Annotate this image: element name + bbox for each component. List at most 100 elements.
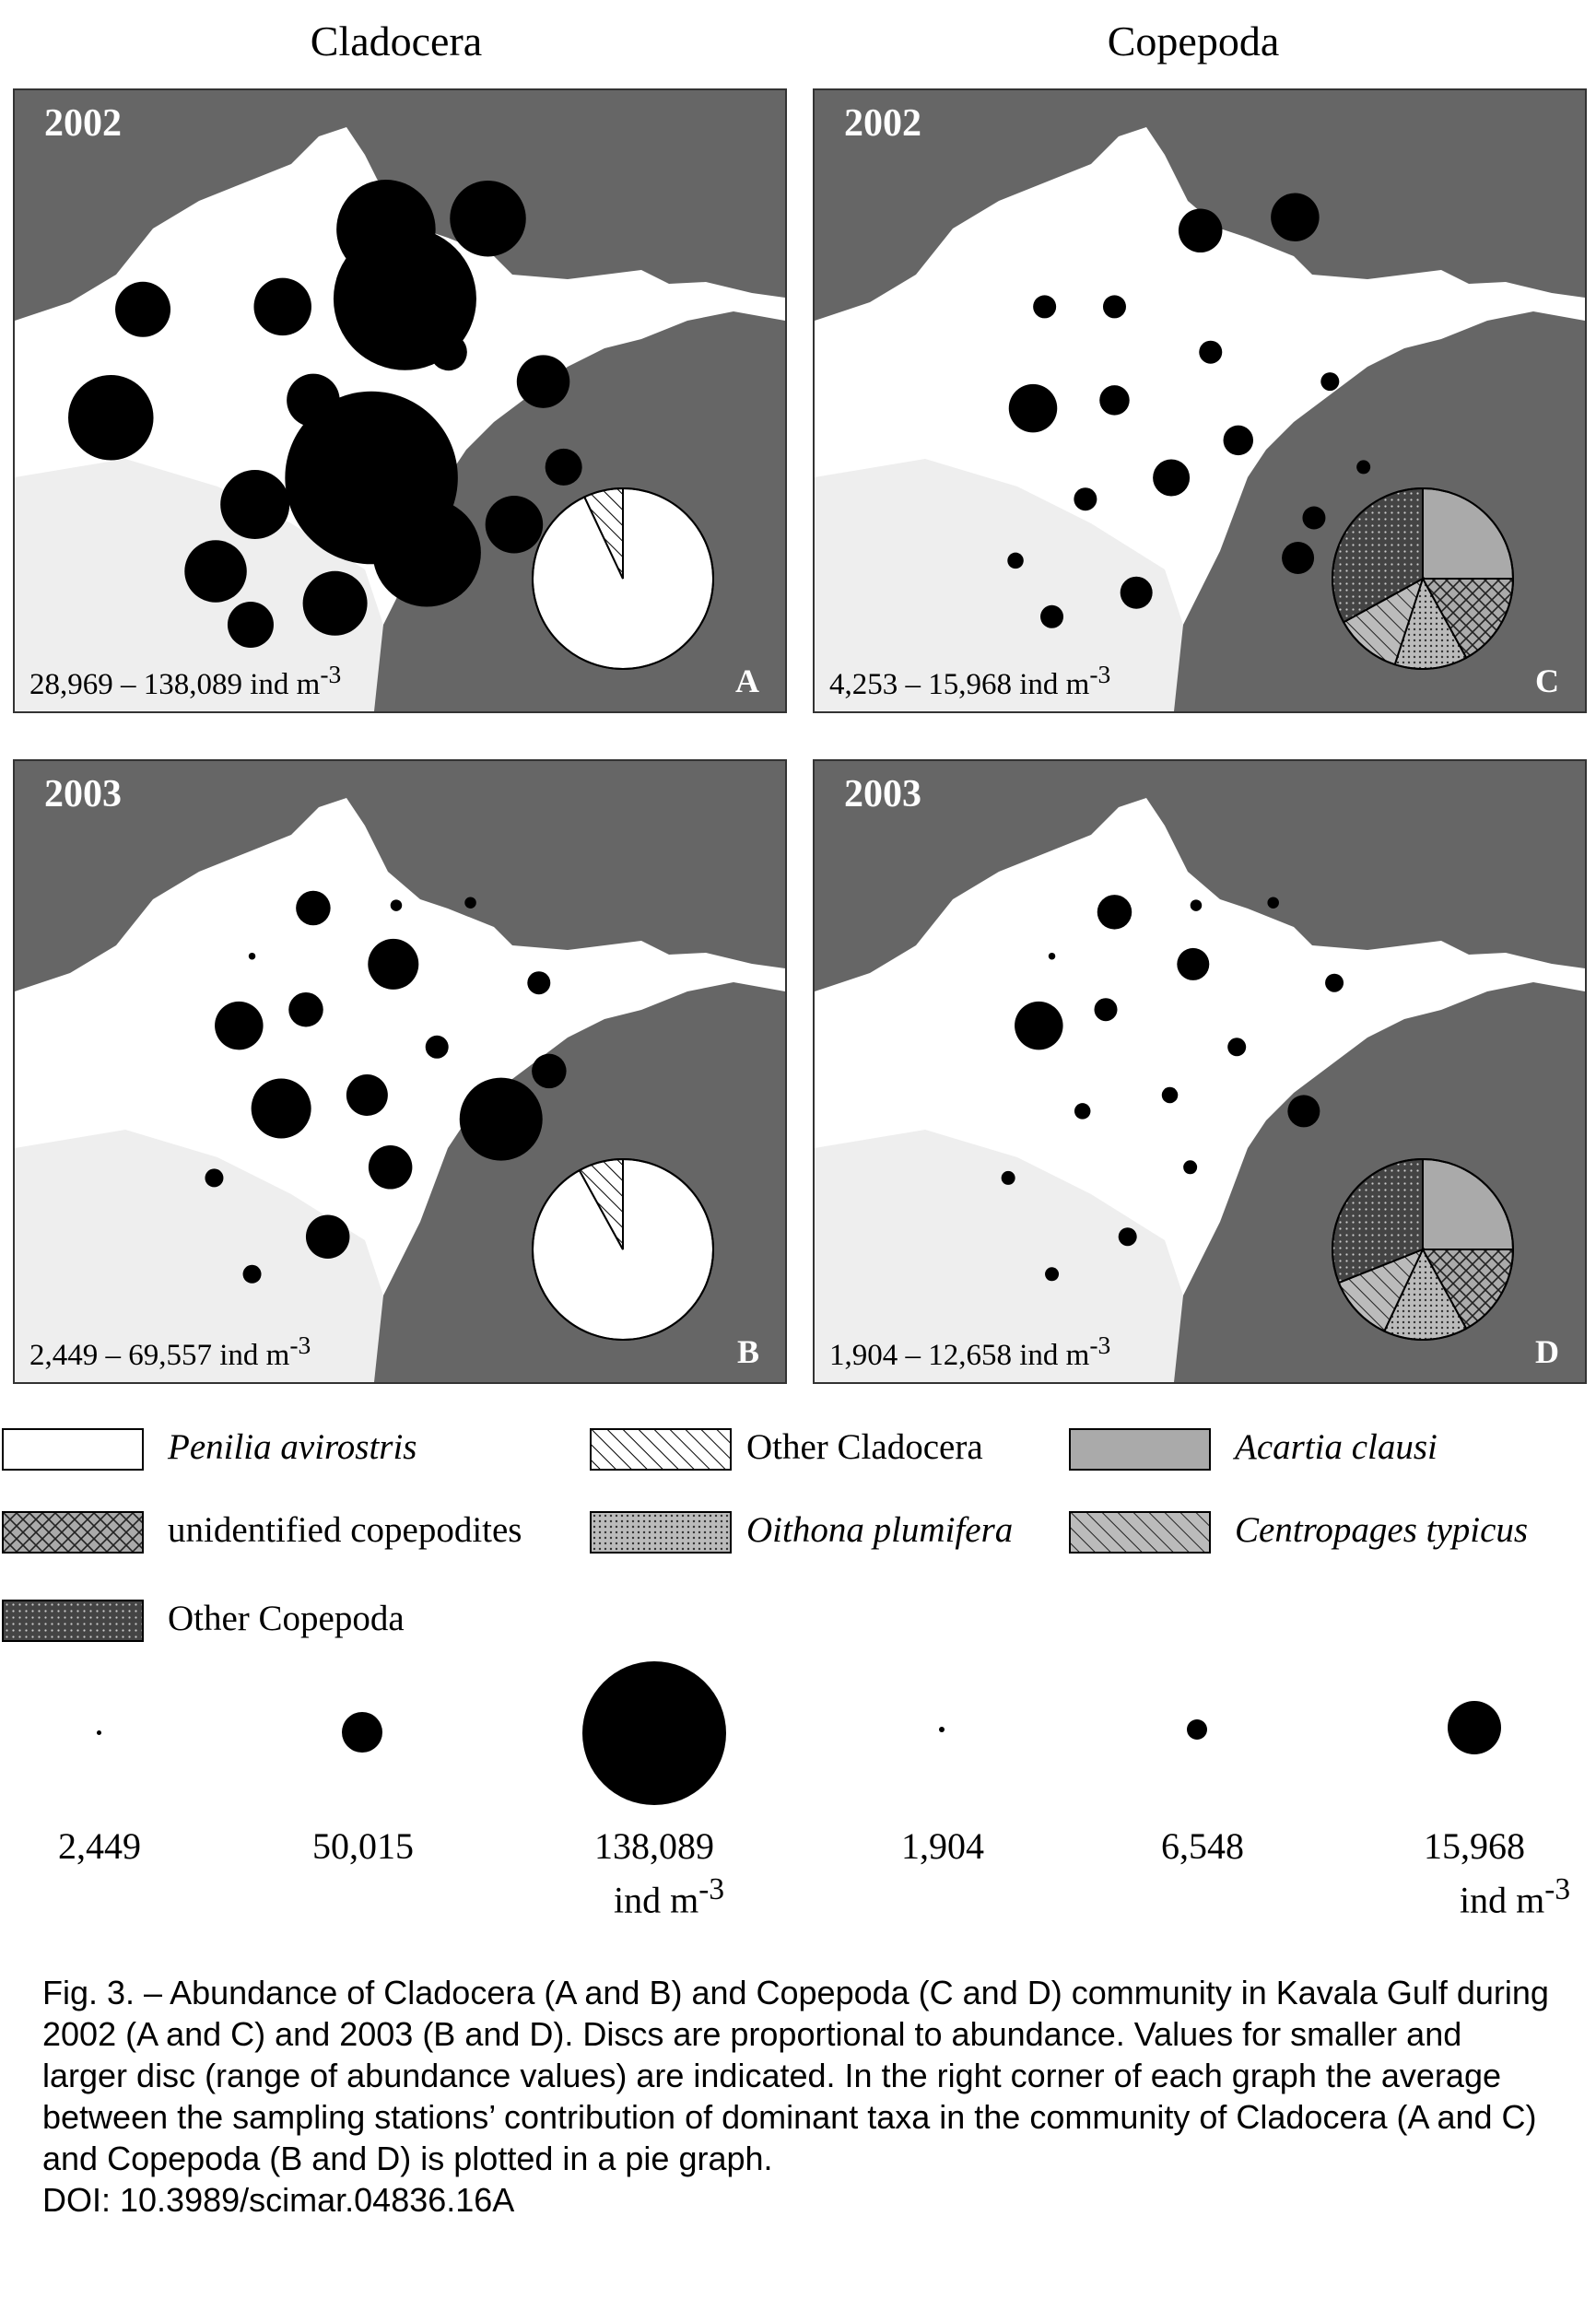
station-disc bbox=[1282, 542, 1315, 574]
station-disc bbox=[1118, 1227, 1137, 1247]
station-disc bbox=[205, 1168, 224, 1188]
legend-swatch-other-copepoda bbox=[2, 1600, 144, 1642]
station-disc bbox=[464, 897, 476, 909]
legend-swatch-penilia bbox=[2, 1428, 144, 1471]
station-disc bbox=[1102, 295, 1126, 319]
station-disc bbox=[248, 952, 256, 960]
station-disc bbox=[1161, 1086, 1179, 1104]
station-disc bbox=[516, 355, 570, 408]
station-disc bbox=[227, 602, 274, 648]
abundance-range: 28,969 – 138,089 ind m-3 bbox=[29, 660, 342, 701]
legend-swatch-unidentified bbox=[2, 1511, 144, 1554]
station-disc bbox=[1074, 1103, 1091, 1120]
map-panel-d: 2003 1,904 – 12,658 ind m-3 D bbox=[813, 759, 1587, 1384]
station-disc bbox=[1325, 973, 1344, 992]
station-disc bbox=[450, 180, 526, 257]
station-disc bbox=[1199, 340, 1223, 364]
scale-label-copepoda-medium: 6,548 bbox=[1161, 1825, 1244, 1867]
legend-label-centropages: Centropages typicus bbox=[1235, 1510, 1529, 1550]
legend-swatch-other-cladocera bbox=[590, 1428, 732, 1471]
abundance-range: 4,253 – 15,968 ind m-3 bbox=[829, 660, 1111, 701]
station-disc bbox=[1033, 295, 1057, 319]
gulf-map-a bbox=[15, 90, 785, 711]
scale-disc-copepoda-medium bbox=[1187, 1719, 1207, 1740]
station-disc bbox=[346, 1074, 388, 1116]
shallow-shelf bbox=[815, 459, 1183, 711]
station-disc bbox=[1177, 947, 1210, 980]
scale-unit-cladocera: ind m-3 bbox=[614, 1872, 724, 1921]
abundance-range: 2,449 – 69,557 ind m-3 bbox=[29, 1331, 311, 1372]
pie-outline bbox=[1332, 1158, 1514, 1341]
station-disc bbox=[1183, 1160, 1198, 1175]
station-disc bbox=[115, 281, 171, 337]
panel-letter: B bbox=[736, 1333, 759, 1370]
legend-swatch-oithona bbox=[590, 1511, 732, 1554]
panel-year: 2003 bbox=[844, 773, 921, 815]
station-disc bbox=[1008, 383, 1058, 433]
station-disc bbox=[253, 277, 311, 336]
legend-swatch-centropages bbox=[1069, 1511, 1211, 1554]
station-disc bbox=[1015, 1001, 1063, 1050]
station-disc bbox=[1190, 899, 1203, 911]
panel-year: 2003 bbox=[44, 773, 122, 815]
scale-disc-cladocera-medium bbox=[342, 1712, 382, 1753]
legend-label-unidentified: unidentified copepodites bbox=[168, 1510, 522, 1550]
station-disc bbox=[1040, 604, 1064, 628]
station-disc bbox=[1120, 576, 1153, 609]
station-disc bbox=[288, 991, 323, 1027]
legend-swatch-acartia bbox=[1069, 1428, 1211, 1471]
shallow-shelf bbox=[815, 1130, 1183, 1382]
scale-disc-cladocera-small bbox=[97, 1730, 101, 1735]
station-disc bbox=[1287, 1095, 1320, 1128]
gulf-map-c bbox=[815, 90, 1585, 711]
panel-letter: A bbox=[735, 663, 759, 699]
station-disc bbox=[242, 1264, 262, 1284]
station-disc bbox=[1178, 208, 1223, 252]
scale-disc-copepoda-large bbox=[1448, 1701, 1501, 1754]
station-disc bbox=[1356, 460, 1371, 475]
gulf-map-b bbox=[15, 761, 785, 1382]
station-disc bbox=[251, 1078, 311, 1139]
station-disc bbox=[1302, 506, 1326, 530]
station-disc bbox=[302, 570, 368, 636]
scale-label-cladocera-small: 2,449 bbox=[58, 1825, 141, 1867]
scale-label-copepoda-small: 1,904 bbox=[901, 1825, 984, 1867]
scale-label-cladocera-medium: 50,015 bbox=[312, 1825, 414, 1867]
station-disc bbox=[1094, 998, 1118, 1022]
station-disc bbox=[305, 1214, 350, 1259]
legend-label-other-cladocera: Other Cladocera bbox=[746, 1427, 983, 1467]
map-panel-c: 2002 4,253 – 15,968 ind m-3 C bbox=[813, 88, 1587, 713]
station-disc bbox=[1267, 897, 1279, 909]
station-disc bbox=[459, 1077, 543, 1161]
panel-letter: D bbox=[1535, 1333, 1559, 1370]
station-disc bbox=[1153, 459, 1191, 497]
scale-unit-copepoda: ind m-3 bbox=[1460, 1872, 1570, 1921]
legend-label-oithona: Oithona plumifera bbox=[746, 1510, 1014, 1550]
station-disc bbox=[220, 470, 290, 539]
legend-label-penilia: Penilia avirostris bbox=[168, 1427, 417, 1467]
figure-caption: Fig. 3. – Abundance of Cladocera (A and … bbox=[42, 1972, 1554, 2221]
station-disc bbox=[429, 334, 467, 371]
station-disc bbox=[1048, 952, 1056, 960]
shallow-shelf bbox=[15, 1130, 383, 1382]
scale-label-copepoda-large: 15,968 bbox=[1424, 1825, 1525, 1867]
pie-outline bbox=[1332, 487, 1514, 670]
station-disc bbox=[372, 498, 481, 607]
station-disc bbox=[68, 375, 154, 461]
scale-label-cladocera-large: 138,089 bbox=[594, 1825, 714, 1867]
caption-text: Fig. 3. – Abundance of Cladocera (A and … bbox=[42, 1974, 1549, 2177]
station-disc bbox=[545, 448, 582, 486]
gulf-map-d bbox=[815, 761, 1585, 1382]
station-disc bbox=[527, 971, 551, 995]
station-disc bbox=[1007, 552, 1024, 569]
station-disc bbox=[1045, 1267, 1060, 1282]
station-disc bbox=[1223, 425, 1254, 456]
station-disc bbox=[1227, 1038, 1247, 1057]
station-disc bbox=[390, 899, 403, 911]
station-disc bbox=[1074, 487, 1097, 511]
station-disc bbox=[368, 1145, 413, 1190]
station-disc bbox=[184, 540, 247, 603]
panel-letter: C bbox=[1535, 663, 1559, 699]
station-disc bbox=[368, 938, 419, 990]
station-disc bbox=[1271, 193, 1320, 241]
